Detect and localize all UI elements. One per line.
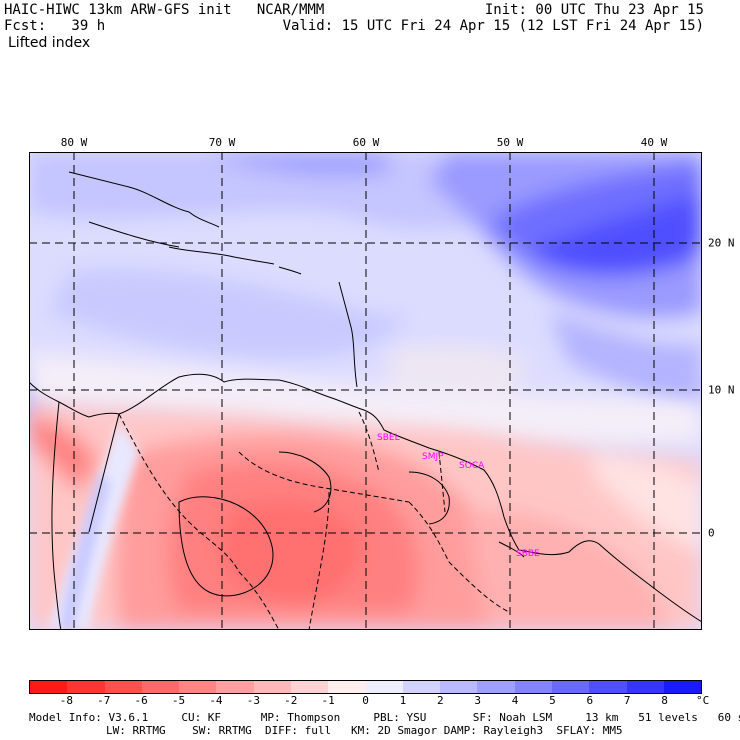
- colorbar-tick-label: -4: [209, 694, 223, 707]
- lon-label-40w: 40 W: [640, 136, 668, 149]
- colorbar-swatch: [30, 681, 68, 693]
- colorbar-tick-label: 3: [474, 694, 481, 707]
- init-time: Init: 00 UTC Thu 23 Apr 15: [484, 2, 704, 18]
- map-frame: [29, 152, 702, 630]
- andes-tongue: [49, 422, 139, 630]
- colorbar-swatch: [67, 681, 105, 693]
- colorbar-tick-label: 2: [436, 694, 444, 707]
- colorbar-tick-label: 8: [661, 694, 668, 707]
- colorbar-swatch: [290, 681, 329, 693]
- colorbar-tick-label: 4: [511, 694, 519, 707]
- station-label-sbel: SBEL: [377, 433, 400, 443]
- colorbar-swatch: [402, 681, 441, 693]
- colorbar-swatch: [104, 681, 142, 693]
- borders: [118, 411, 510, 630]
- colorbar-tick-label: -7: [97, 694, 111, 707]
- colorbar-tick-label: 0: [362, 694, 369, 707]
- colorbar-swatch: [663, 681, 702, 693]
- lon-label-60w: 60 W: [352, 136, 380, 149]
- colorbar-swatch: [216, 681, 254, 693]
- lifted-index-map: SBEL SMJP SOCA SBBE: [29, 152, 702, 630]
- colorbar-swatch: [179, 681, 217, 693]
- colorbar-tick-label: -1: [321, 694, 335, 707]
- model-info-line1: Model Info: V3.6.1 CU: KF MP: Thompson P…: [29, 711, 740, 724]
- lon-label-50w: 50 W: [496, 136, 524, 149]
- forecast-hour: Fcst: 39 h: [4, 18, 106, 34]
- lat-label-0: 0: [708, 526, 715, 540]
- colorbar-tick-label: 1: [399, 694, 407, 707]
- colorbar-tick-label: -8: [59, 694, 73, 707]
- colorbar-swatch: [477, 681, 515, 693]
- map-canvas: SBEL SMJP SOCA SBBE: [29, 152, 702, 630]
- lat-label-20n: 20 N: [708, 236, 735, 250]
- colorbar-tick-label: -5: [171, 694, 186, 707]
- colorbar-swatch: [589, 681, 627, 693]
- stable-region: [29, 152, 702, 422]
- colorbar-labels: -8 -7 -6 -5 -4 -3 -2 -1 0 1 2 3 4 5 6 7 8: [29, 694, 702, 708]
- station-label-soca: SOCA: [459, 461, 485, 471]
- lon-label-70w: 70 W: [208, 136, 236, 149]
- colorbar-tick-label: -2: [284, 694, 298, 707]
- colorbar-tick-label: -6: [134, 694, 148, 707]
- colorbar-swatch: [626, 681, 664, 693]
- colorbar: [29, 680, 702, 694]
- colorbar-tick-label: 5: [549, 694, 556, 707]
- model-info-line2: LW: RRTMG SW: RRTMG DIFF: full KM: 2D Sm…: [106, 724, 623, 737]
- lat-lon-grid: [29, 152, 702, 630]
- colorbar-tick-label: 7: [623, 694, 631, 707]
- colorbar-swatch: [365, 681, 403, 693]
- coastlines: [29, 171, 702, 630]
- colorbar-swatch: [141, 681, 180, 693]
- colorbar-unit: °C: [696, 694, 710, 707]
- station-label-sbbe: SBBE: [516, 549, 540, 559]
- colorbar-tick-label: -3: [246, 694, 260, 707]
- colorbar-tick-label: 6: [586, 694, 594, 707]
- colorbar-swatch: [514, 681, 552, 693]
- lat-label-10n: 10 N: [708, 383, 735, 397]
- field-name: Lifted index: [8, 35, 91, 51]
- colorbar-swatch: [328, 681, 366, 693]
- colorbar-swatch: [551, 681, 590, 693]
- colorbar-swatch: [253, 681, 291, 693]
- model-title: HAIC-HIWC 13km ARW-GFS init NCAR/MMM: [4, 2, 325, 18]
- station-label-smjp: SMJP: [422, 452, 444, 462]
- lon-label-80w: 80 W: [60, 136, 88, 149]
- colorbar-swatch: [440, 681, 478, 693]
- valid-time: Valid: 15 UTC Fri 24 Apr 15 (12 LST Fri …: [282, 18, 704, 34]
